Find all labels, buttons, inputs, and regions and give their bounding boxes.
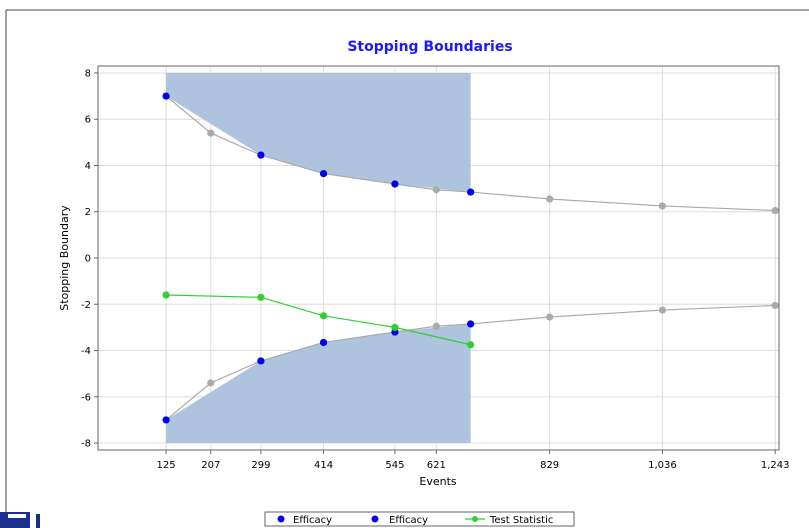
data-point bbox=[257, 357, 265, 365]
data-point bbox=[467, 188, 475, 196]
series-5 bbox=[162, 291, 475, 349]
data-point bbox=[162, 92, 170, 100]
x-tick-label: 621 bbox=[427, 460, 446, 471]
y-tick-label: -2 bbox=[81, 300, 91, 311]
y-tick-label: -8 bbox=[81, 439, 91, 450]
data-point bbox=[432, 186, 440, 194]
legend-marker-efficacy-1 bbox=[277, 515, 285, 523]
data-point bbox=[771, 206, 779, 215]
data-point bbox=[658, 306, 667, 314]
data-point bbox=[467, 341, 475, 349]
legend-label-efficacy-1: Efficacy bbox=[293, 515, 332, 526]
legend-marker-efficacy-2 bbox=[371, 515, 379, 523]
data-point bbox=[207, 129, 215, 137]
x-tick-label: 1,036 bbox=[648, 460, 677, 471]
data-point bbox=[257, 151, 265, 159]
data-point bbox=[319, 312, 328, 320]
data-point bbox=[162, 416, 170, 424]
legend-box bbox=[264, 511, 575, 527]
y-tick-label: -6 bbox=[81, 392, 91, 403]
series-group bbox=[162, 92, 779, 424]
legend-label-test-statistic: Test Statistic bbox=[489, 515, 553, 526]
data-point bbox=[658, 202, 667, 210]
corner-logo bbox=[0, 512, 40, 528]
shaded-region-2 bbox=[166, 323, 471, 444]
x-tick-label: 545 bbox=[385, 460, 404, 471]
data-point bbox=[771, 301, 779, 310]
y-tick-label: 6 bbox=[85, 115, 91, 126]
data-point bbox=[432, 322, 440, 330]
x-axis-label: Events bbox=[419, 475, 457, 488]
data-point bbox=[391, 323, 399, 331]
y-tick-label: 4 bbox=[85, 161, 91, 172]
x-axis-ticks: 125 207 299 414 545 621 829 1,036 1,243 bbox=[157, 450, 790, 471]
series-3 bbox=[162, 92, 475, 196]
x-tick-label: 207 bbox=[201, 460, 220, 471]
logo-bar bbox=[36, 514, 40, 528]
chart-title: Stopping Boundaries bbox=[347, 39, 512, 55]
y-tick-label: 8 bbox=[85, 68, 91, 79]
series-line-1 bbox=[165, 95, 776, 212]
legend-marker-test-statistic bbox=[472, 516, 478, 522]
shaded-regions bbox=[166, 72, 471, 444]
data-point bbox=[319, 169, 328, 178]
logo-stroke bbox=[8, 514, 26, 518]
x-tick-label: 414 bbox=[314, 460, 333, 471]
legend: Efficacy Efficacy Test Statistic bbox=[264, 511, 575, 527]
data-point bbox=[207, 379, 215, 387]
data-point bbox=[546, 313, 554, 321]
legend-label-efficacy-2: Efficacy bbox=[389, 515, 428, 526]
y-axis-ticks: -8 -6 -4 -2 0 2 4 6 8 bbox=[81, 68, 98, 450]
y-tick-label: 2 bbox=[85, 207, 91, 218]
data-point bbox=[546, 195, 554, 203]
y-axis-label: Stopping Boundary bbox=[58, 205, 71, 311]
data-point bbox=[257, 293, 265, 301]
data-point bbox=[391, 180, 399, 188]
y-tick-label: -4 bbox=[81, 346, 91, 357]
series-line-2 bbox=[165, 304, 776, 421]
data-point bbox=[319, 338, 328, 347]
y-tick-label: 0 bbox=[85, 254, 91, 265]
x-tick-label: 125 bbox=[157, 460, 176, 471]
x-tick-label: 299 bbox=[251, 460, 270, 471]
x-tick-label: 1,243 bbox=[761, 460, 790, 471]
data-point bbox=[162, 291, 170, 299]
x-tick-label: 829 bbox=[540, 460, 559, 471]
data-point bbox=[467, 320, 475, 328]
shaded-region-1 bbox=[166, 72, 471, 193]
